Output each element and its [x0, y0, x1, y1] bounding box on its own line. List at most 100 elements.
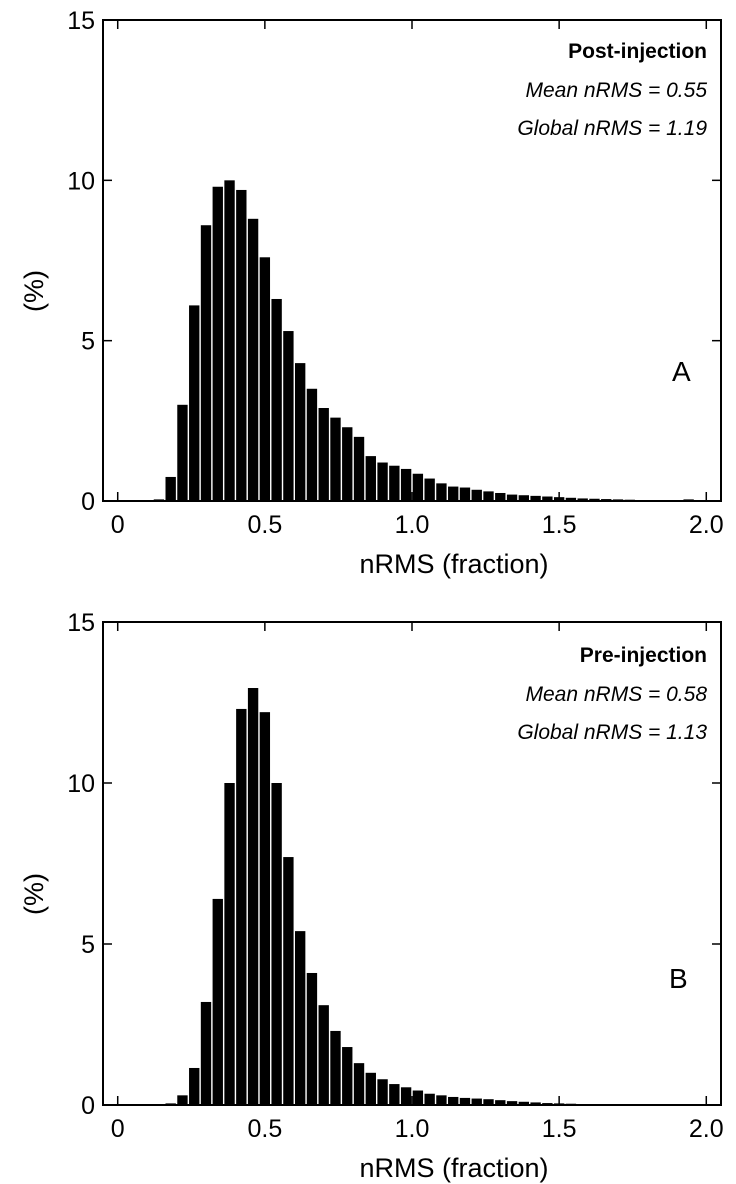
panel-a-bar [259, 257, 271, 501]
panel-b-bar [365, 1072, 376, 1105]
panel-a-ylabel: (%) [19, 270, 49, 312]
panel-a-bar [283, 331, 294, 501]
panel-a-bar [271, 298, 282, 501]
panel-b-bar [483, 1099, 494, 1105]
panel-a-bar [247, 218, 259, 501]
panel-a-bar [589, 498, 600, 501]
panel-b-bar [224, 783, 235, 1105]
panel-b-bar [412, 1090, 424, 1105]
panel-a: 0 0.5 1.0 1.5 2.0 0 5 10 15 Post-injection Mean … [19, 7, 724, 579]
panel-b-bar [424, 1093, 435, 1105]
panel-a-bar [483, 491, 494, 501]
panel-b-bar [506, 1101, 518, 1105]
panel-b-annotation-mean: Mean nRMS = 0.58 [525, 683, 707, 706]
panel-a-bar [377, 462, 388, 501]
panel-b-annotation-title: Pre-injection [580, 644, 707, 667]
panel-a-bar [412, 473, 424, 501]
panel-a-letter: A [672, 356, 691, 387]
panel-b-bar [400, 1087, 412, 1105]
panel-b-xlabel: nRMS (fraction) [359, 1153, 548, 1183]
panel-a-bar [165, 476, 176, 501]
panel-b-bar [518, 1101, 530, 1105]
panel-a-xtick-label: 1.0 [395, 511, 430, 539]
panel-a-bar [306, 388, 318, 501]
panel-b-bar [436, 1095, 447, 1105]
panel-b-bar [353, 1063, 365, 1105]
panel-b-bar [330, 1030, 341, 1105]
panel-b-bar [236, 708, 247, 1105]
panel-b-bars [165, 688, 659, 1105]
panel-b-bar [177, 1095, 188, 1105]
panel-a-xtick-label: 0.5 [247, 511, 282, 539]
panel-a-xtick-label: 1.5 [542, 511, 577, 539]
panel-b-bar [377, 1079, 388, 1105]
panel-b-xtick-label: 2.0 [689, 1115, 724, 1143]
panel-b-bar [306, 972, 318, 1105]
panel-b-bar [294, 931, 306, 1105]
panel-b-bar [471, 1098, 482, 1105]
panel-b-ytick-label: 10 [67, 770, 95, 798]
panel-a-bar [189, 305, 200, 501]
panel-a-bar [365, 456, 376, 501]
panel-a-bar [294, 363, 306, 501]
panel-a-bar [342, 427, 353, 501]
panel-b-annotation-global: Global nRMS = 1.13 [517, 721, 707, 744]
panel-a-bar [495, 492, 506, 501]
panel-b-bar [448, 1096, 459, 1105]
panel-b: 0 0.5 1.0 1.5 2.0 0 5 10 15 Pre-injection Mean n… [19, 609, 724, 1183]
panel-a-ticks: 0 0.5 1.0 1.5 2.0 0 5 10 15 [67, 7, 723, 539]
panel-a-bar [400, 468, 412, 501]
panel-a-bar [459, 487, 471, 501]
panel-b-bar [189, 1067, 200, 1105]
panel-b-bar [200, 1001, 212, 1105]
panel-b-bar [271, 783, 282, 1105]
panel-a-bar [224, 180, 235, 502]
panel-b-xtick-label: 1.5 [542, 1115, 577, 1143]
panel-a-bar [353, 436, 365, 501]
panel-a-ytick-label: 0 [81, 488, 95, 516]
panel-a-bar [212, 186, 223, 501]
panel-a-ytick-label: 5 [81, 328, 95, 356]
panel-a-bar [565, 497, 577, 501]
panel-b-bar [459, 1097, 471, 1105]
panel-b-bar [342, 1047, 353, 1105]
panel-b-bar [259, 712, 271, 1105]
panel-a-bar [471, 489, 482, 501]
panel-b-ylabel: (%) [19, 873, 49, 915]
panel-a-bar [518, 495, 530, 501]
panel-b-xtick-label: 0.5 [247, 1115, 282, 1143]
panel-b-ytick-label: 15 [67, 609, 95, 637]
panel-a-bar [200, 225, 212, 501]
panel-a-ytick-label: 15 [67, 7, 95, 35]
panel-b-xtick-label: 1.0 [395, 1115, 430, 1143]
panel-b-xtick-label: 0 [111, 1115, 125, 1143]
panel-b-letter: B [669, 963, 688, 994]
panel-b-ticks: 0 0.5 1.0 1.5 2.0 0 5 10 15 [67, 609, 723, 1143]
panel-a-annotation-mean: Mean nRMS = 0.55 [525, 79, 707, 102]
panel-b-bar [283, 857, 294, 1105]
panel-a-bar [436, 483, 447, 501]
panel-b-bar [212, 898, 223, 1105]
panel-a-bar [389, 465, 400, 501]
panel-a-bar [236, 189, 247, 501]
panel-a-xlabel: nRMS (fraction) [359, 549, 548, 579]
panel-a-bar [330, 417, 341, 501]
panel-b-bar [318, 1005, 329, 1105]
panel-b-bar [247, 688, 259, 1105]
panel-b-bar [495, 1100, 506, 1105]
panel-a-bar [424, 478, 435, 501]
panel-a-bar [318, 408, 329, 501]
panel-b-bar [389, 1084, 400, 1105]
panel-b-bar [530, 1102, 541, 1105]
panel-a-bar [506, 494, 518, 501]
panel-a-bar [177, 404, 188, 501]
panel-a-bar [530, 495, 541, 501]
panel-a-bar [542, 496, 553, 501]
panel-b-ytick-label: 5 [81, 931, 95, 959]
panel-a-annotation-global: Global nRMS = 1.19 [517, 117, 707, 140]
panel-a-xtick-label: 2.0 [689, 511, 724, 539]
panel-a-bar [448, 486, 459, 501]
panel-a-bar [577, 498, 588, 501]
panel-a-ytick-label: 10 [67, 167, 95, 195]
